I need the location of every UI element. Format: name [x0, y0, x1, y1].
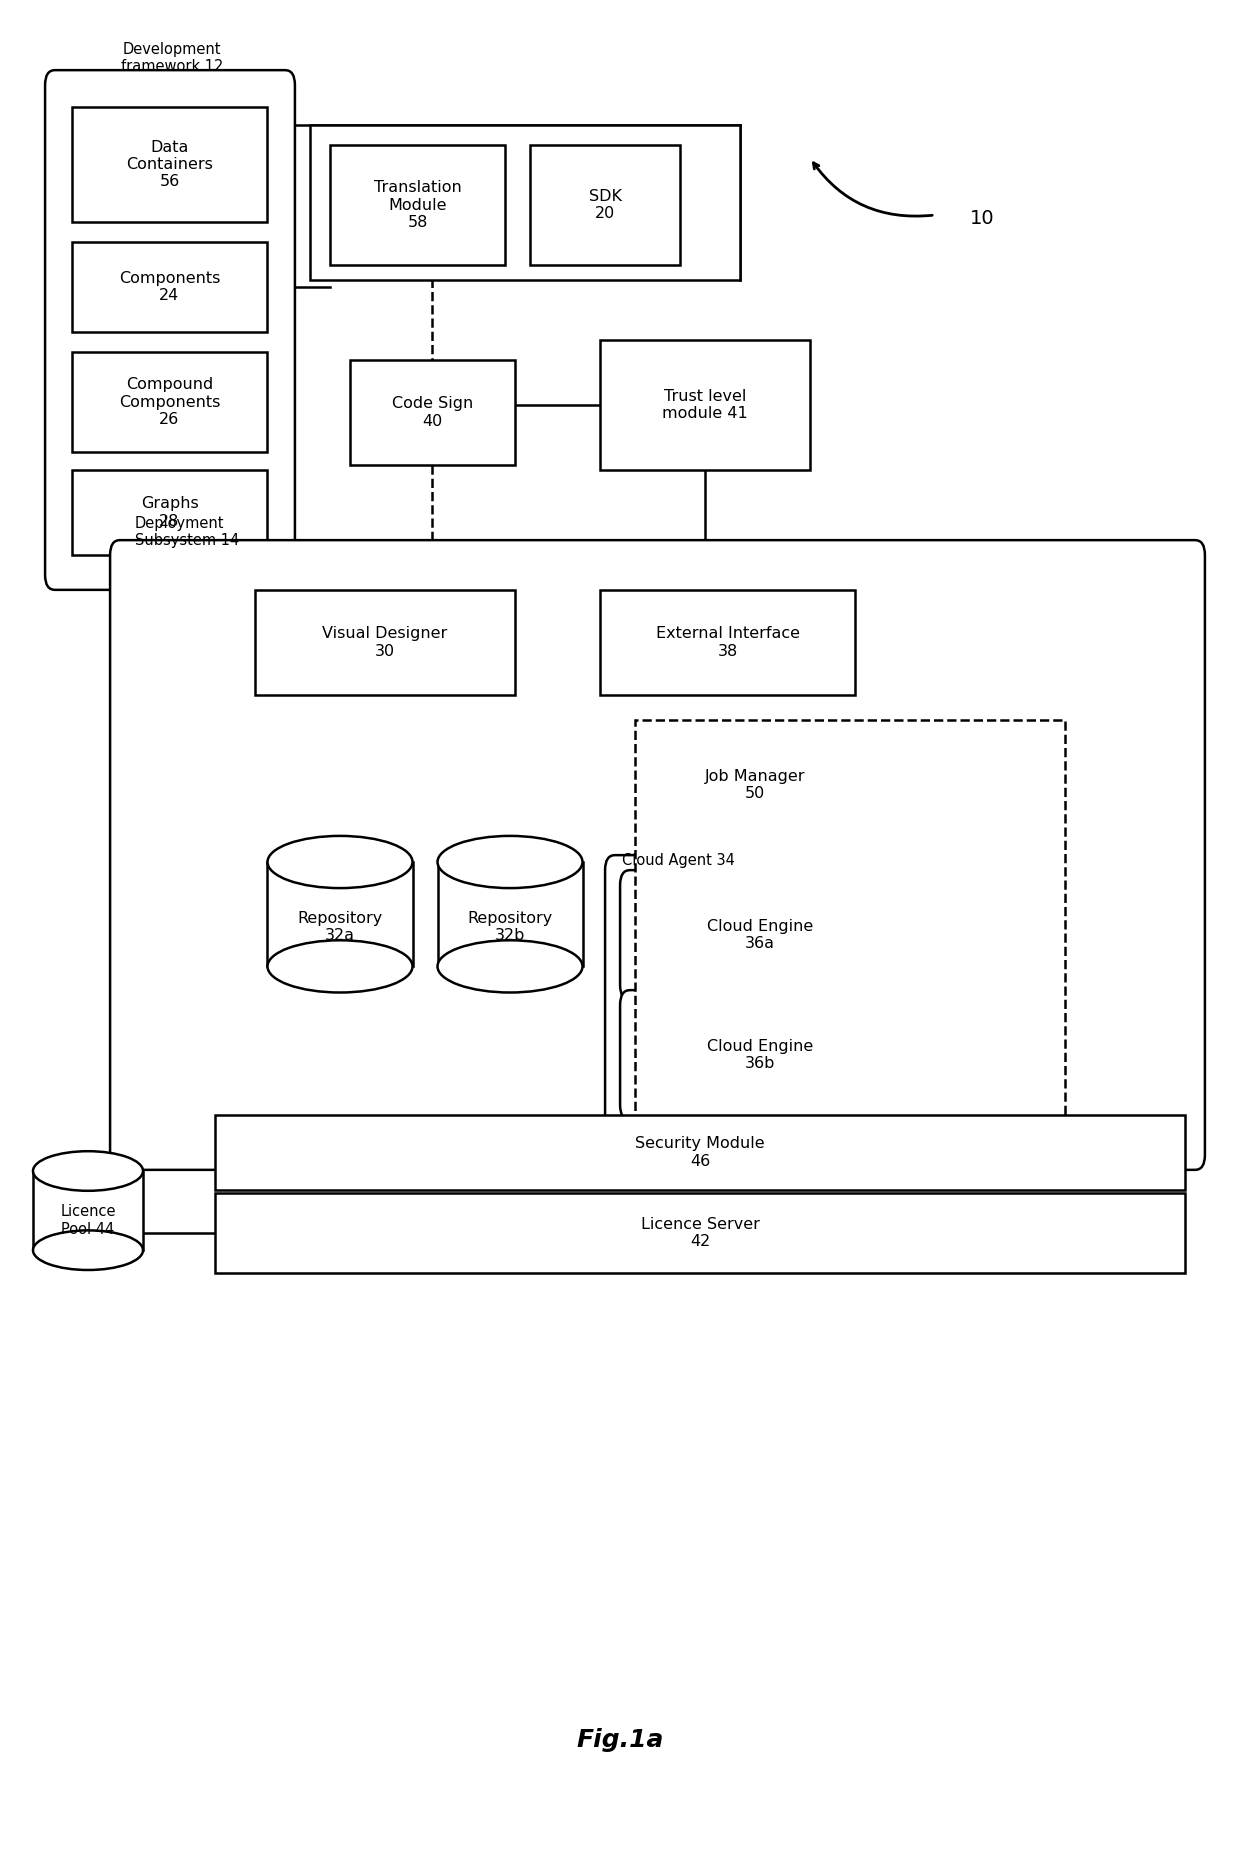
Bar [72, 108, 267, 223]
Text: Cloud Engine
36a: Cloud Engine 36a [707, 919, 813, 951]
Bar [438, 862, 583, 966]
Bar [655, 735, 856, 836]
Bar [72, 470, 267, 555]
Text: Trust level
module 41: Trust level module 41 [662, 388, 748, 422]
Ellipse shape [268, 940, 413, 992]
Text: External Interface
38: External Interface 38 [656, 626, 800, 659]
FancyBboxPatch shape [605, 854, 920, 1129]
Bar [33, 1172, 143, 1250]
FancyBboxPatch shape [620, 990, 900, 1120]
Bar [72, 241, 267, 332]
Text: Licence
Pool 44: Licence Pool 44 [61, 1205, 115, 1237]
Ellipse shape [33, 1231, 143, 1270]
Text: Visual Designer
30: Visual Designer 30 [322, 626, 448, 659]
Ellipse shape [438, 836, 583, 888]
Text: 10: 10 [970, 208, 994, 228]
FancyBboxPatch shape [620, 871, 900, 999]
Text: Development
framework 12: Development framework 12 [120, 43, 223, 74]
Bar [600, 340, 810, 470]
Text: Code Sign
40: Code Sign 40 [392, 396, 474, 429]
Text: Security Module
46: Security Module 46 [635, 1136, 765, 1168]
Text: Components
24: Components 24 [119, 271, 221, 303]
Text: SDK
20: SDK 20 [589, 189, 621, 221]
FancyBboxPatch shape [45, 71, 295, 591]
Bar [529, 145, 680, 266]
Text: Repository
32b: Repository 32b [467, 912, 553, 943]
Text: Fig.1a: Fig.1a [577, 1729, 663, 1751]
Bar [215, 1192, 1185, 1274]
Bar [330, 145, 505, 266]
Text: Compound
Components
26: Compound Components 26 [119, 377, 221, 427]
Bar [310, 124, 740, 280]
Bar [350, 360, 515, 464]
Ellipse shape [268, 836, 413, 888]
Text: Repository
32a: Repository 32a [298, 912, 383, 943]
Text: Data
Containers
56: Data Containers 56 [126, 139, 213, 189]
Text: Cloud Engine
36b: Cloud Engine 36b [707, 1038, 813, 1071]
Text: Job Manager
50: Job Manager 50 [704, 769, 805, 800]
Bar [635, 721, 1065, 1135]
Bar [268, 862, 413, 966]
Bar [215, 1114, 1185, 1190]
Bar [600, 591, 856, 695]
Text: Cloud Agent 34: Cloud Agent 34 [622, 852, 735, 867]
Text: Translation
Module
58: Translation Module 58 [373, 180, 461, 230]
Bar [72, 353, 267, 451]
Ellipse shape [33, 1151, 143, 1190]
Text: Deployment
Subsystem 14: Deployment Subsystem 14 [135, 516, 239, 548]
Text: Licence Server
42: Licence Server 42 [641, 1216, 759, 1250]
FancyBboxPatch shape [110, 540, 1205, 1170]
Ellipse shape [438, 940, 583, 992]
Bar [255, 591, 515, 695]
Text: Graphs
28: Graphs 28 [140, 496, 198, 529]
